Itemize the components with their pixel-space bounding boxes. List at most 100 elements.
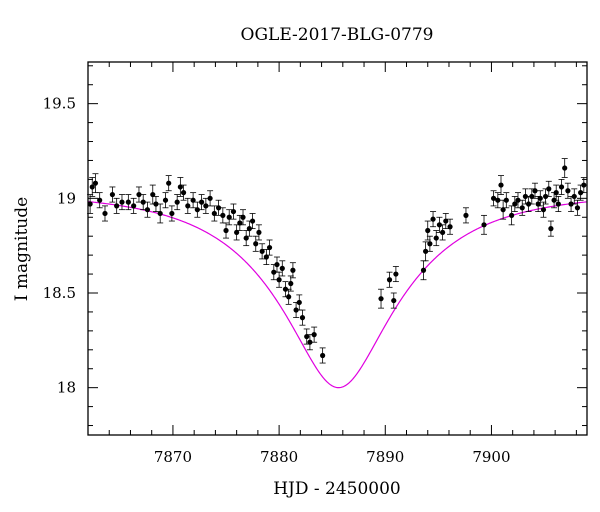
point-marker bbox=[553, 190, 559, 196]
data-point bbox=[230, 203, 237, 220]
point-marker bbox=[92, 180, 99, 186]
data-point bbox=[531, 182, 538, 199]
data-point bbox=[252, 235, 259, 252]
x-tick-label: 7890 bbox=[366, 448, 404, 466]
point-marker bbox=[529, 193, 535, 200]
data-point bbox=[564, 182, 571, 199]
point-marker bbox=[481, 222, 487, 228]
point-marker bbox=[207, 195, 213, 201]
point-marker bbox=[263, 254, 269, 260]
point-marker bbox=[498, 182, 504, 188]
data-point bbox=[276, 271, 283, 288]
data-point bbox=[442, 213, 449, 230]
point-marker bbox=[282, 286, 289, 292]
point-marker bbox=[519, 205, 525, 211]
point-marker bbox=[565, 188, 571, 194]
x-tick-label: 7870 bbox=[154, 448, 192, 466]
point-marker bbox=[203, 203, 209, 209]
point-marker bbox=[109, 191, 116, 198]
point-marker bbox=[568, 201, 574, 207]
data-point bbox=[198, 194, 205, 211]
point-marker bbox=[226, 214, 232, 220]
data-point bbox=[390, 292, 397, 309]
point-marker bbox=[87, 201, 93, 207]
point-marker bbox=[503, 197, 509, 203]
point-marker bbox=[436, 222, 443, 228]
point-marker bbox=[433, 235, 439, 241]
data-point bbox=[168, 205, 175, 222]
point-marker bbox=[243, 235, 249, 241]
data-point bbox=[118, 194, 125, 211]
data-point bbox=[240, 209, 247, 226]
data-point bbox=[243, 230, 250, 247]
data-point bbox=[165, 175, 172, 192]
data-point bbox=[125, 194, 132, 211]
point-marker bbox=[293, 307, 299, 313]
point-marker bbox=[378, 296, 384, 302]
point-marker bbox=[548, 226, 554, 232]
x-tick-label: 7880 bbox=[260, 448, 298, 466]
data-point bbox=[109, 186, 116, 203]
data-point bbox=[130, 197, 137, 214]
data-point bbox=[481, 214, 488, 235]
data-point bbox=[92, 173, 99, 194]
point-marker bbox=[427, 241, 433, 247]
point-marker bbox=[286, 294, 292, 300]
data-point bbox=[226, 209, 233, 226]
y-tick-label: 19.5 bbox=[43, 95, 76, 113]
data-point bbox=[392, 266, 399, 283]
data-points bbox=[87, 158, 587, 364]
data-point bbox=[263, 249, 270, 265]
point-marker bbox=[463, 212, 469, 218]
point-marker bbox=[119, 199, 125, 205]
point-marker bbox=[540, 207, 547, 213]
x-tick-labels: 7870 7880 7890 7900 bbox=[154, 448, 511, 466]
data-point bbox=[577, 184, 584, 201]
data-point bbox=[96, 192, 103, 209]
point-marker bbox=[125, 199, 131, 205]
point-marker bbox=[180, 190, 187, 196]
data-point bbox=[525, 196, 532, 212]
point-marker bbox=[558, 184, 565, 190]
point-marker bbox=[425, 227, 431, 234]
x-tick-label: 7900 bbox=[472, 448, 510, 466]
axis-ticks bbox=[87, 62, 587, 435]
data-point bbox=[152, 196, 159, 212]
point-marker bbox=[578, 190, 584, 196]
point-marker bbox=[307, 339, 313, 345]
data-point bbox=[553, 184, 560, 201]
point-marker bbox=[150, 191, 156, 198]
data-point bbox=[207, 190, 214, 207]
data-point bbox=[498, 175, 505, 195]
point-marker bbox=[185, 203, 191, 209]
point-marker bbox=[304, 333, 310, 340]
data-point bbox=[101, 205, 108, 222]
point-marker bbox=[522, 193, 529, 200]
point-marker bbox=[174, 199, 180, 205]
point-marker bbox=[555, 201, 561, 207]
y-tick-label: 19 bbox=[57, 189, 76, 207]
data-point bbox=[430, 211, 437, 228]
point-marker bbox=[526, 201, 532, 207]
point-marker bbox=[512, 201, 518, 207]
point-marker bbox=[581, 182, 587, 188]
data-point bbox=[545, 180, 552, 197]
point-marker bbox=[320, 352, 326, 359]
data-point bbox=[180, 184, 187, 201]
point-marker bbox=[253, 241, 259, 247]
data-point bbox=[433, 230, 440, 247]
data-point bbox=[537, 190, 544, 207]
data-point bbox=[249, 213, 256, 230]
data-point bbox=[420, 260, 427, 281]
data-point bbox=[259, 243, 266, 260]
data-point bbox=[202, 197, 209, 214]
point-marker bbox=[162, 197, 169, 203]
point-marker bbox=[230, 208, 237, 215]
data-point bbox=[547, 220, 554, 237]
point-marker bbox=[234, 229, 240, 236]
data-point bbox=[436, 216, 443, 233]
point-marker bbox=[495, 197, 501, 203]
data-point bbox=[426, 235, 433, 252]
data-point bbox=[558, 178, 565, 195]
point-marker bbox=[509, 212, 515, 218]
